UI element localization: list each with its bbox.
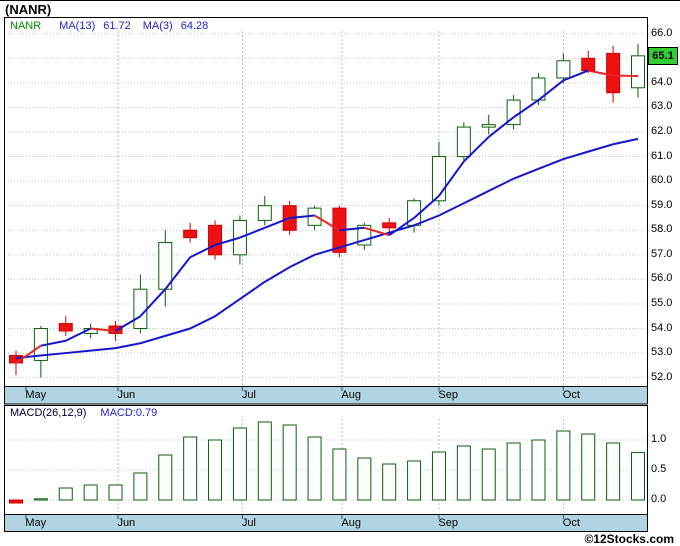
macd-current-value: MACD:0.79 (100, 407, 158, 419)
candlestick-series (9, 43, 645, 378)
month-label: May (25, 389, 47, 401)
month-axis-main: May Jun Jul Aug Sep Oct (0, 389, 680, 404)
legend-symbol: NANR (10, 20, 42, 32)
macd-axis: 1.0 0.5 0.0 (651, 1, 680, 546)
gridlines (8, 33, 646, 501)
macd-axis-label: 0.5 (651, 463, 667, 475)
price-axis-label: 66.0 (651, 26, 673, 39)
last-price-badge: 65.1 (648, 46, 678, 65)
panel-frames (4, 17, 648, 532)
price-axis-label: 52.0 (651, 370, 673, 383)
page-title: (NANR) (5, 2, 52, 17)
month-label: Sep (438, 389, 458, 401)
macd-histogram (9, 421, 645, 504)
legend-ma13-value: 61.72 (103, 20, 131, 32)
month-label: Oct (562, 517, 580, 529)
month-label: May (25, 517, 47, 529)
price-axis-label: 58.0 (651, 223, 673, 236)
price-axis-label: 54.0 (651, 321, 673, 334)
ma13-line (15, 137, 639, 359)
legend-ma3-label: MA(3) (142, 20, 173, 32)
month-label: Jun (117, 389, 136, 401)
macd-params-label: MACD(26,12,9) (10, 407, 87, 419)
price-axis-label: 60.0 (651, 174, 673, 187)
macd-axis-label: 0.0 (651, 493, 667, 505)
copyright: ©12Stocks.com (584, 532, 674, 546)
legend-ma3-value: 64.28 (180, 20, 209, 32)
price-axis-label: 56.0 (651, 272, 673, 285)
month-label: Jul (241, 389, 256, 401)
month-label: Aug (341, 517, 361, 529)
macd-axis-label: 1.0 (651, 433, 667, 445)
legend-ma13-label: MA(13) (59, 20, 96, 32)
price-axis-label: 64.0 (651, 75, 673, 88)
axis-bands (5, 387, 647, 532)
price-axis-label: 53.0 (651, 346, 673, 359)
price-axis-label: 57.0 (651, 247, 673, 260)
month-axis-macd: May Jun Jul Aug Sep Oct (0, 517, 680, 532)
macd-legend: MACD(26,12,9) MACD:0.79 (10, 407, 157, 419)
price-axis-label: 61.0 (651, 149, 673, 162)
price-axis-label: 59.0 (651, 198, 673, 211)
price-axis-label: 63.0 (651, 100, 673, 113)
month-label: Oct (562, 389, 580, 401)
month-label: Aug (341, 389, 361, 401)
price-axis-label: 55.0 (651, 296, 673, 309)
price-axis-label: 62.0 (651, 124, 673, 137)
month-label: Sep (438, 517, 458, 529)
ma3-line (15, 69, 639, 364)
price-chart-legend: NANR MA(13) 61.72 MA(3) 64.28 (10, 20, 208, 32)
month-label: Jun (117, 517, 136, 529)
month-label: Jul (241, 517, 256, 529)
